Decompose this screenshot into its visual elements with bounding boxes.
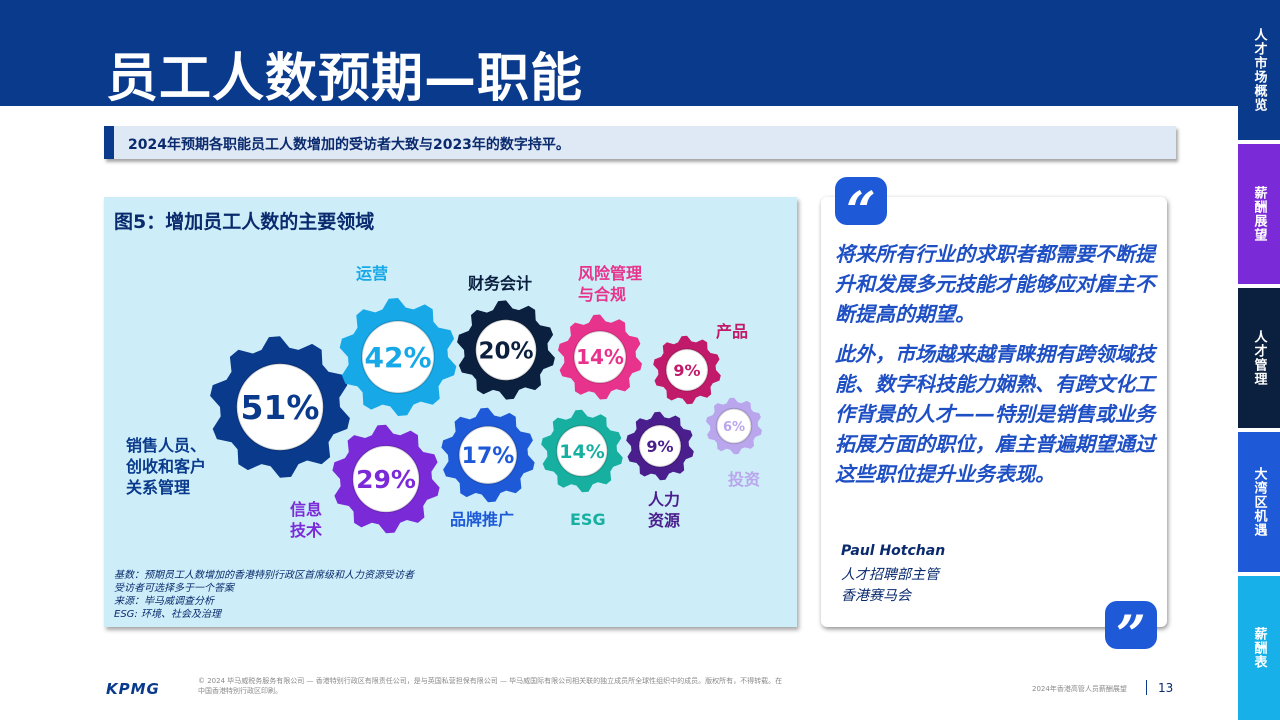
gear-2: 42% [339,298,457,416]
gear-center [458,425,518,485]
banner-accent [104,126,114,159]
quote-paragraph-2: 此外，市场越来越青睐拥有跨领域技能、数字科技能力娴熟、有跨文化工作背景的人才——… [835,342,1155,486]
tab-talent-market-overview[interactable]: 人才市场概览 [1238,0,1280,142]
figure-panel: 图5：增加员工人数的主要领域 51% 42% 20% 14% 9% 29% 17% 14% 9%… [104,197,797,627]
summary-text: 2024年预期各职能员工人数增加的受访者大致与2023年的数字持平。 [128,137,570,153]
gear-label: 投资 [728,470,761,489]
gear-center [715,407,753,445]
gear-label: 信息 技术 [290,500,323,540]
gear-center [474,318,538,382]
tab-label: 人才市场概览 [1251,28,1267,112]
gear-9: 9% [626,411,694,481]
gear-label: 品牌推广 [450,510,515,529]
close-quote-icon: ” [1105,601,1157,666]
quote-text: 将来所有行业的求职者都需要不断提升和发展多元技能才能够应对雇主不断提高的期望。 … [835,239,1157,499]
gear-center [573,330,627,384]
kpmg-logo: KPMG [106,680,160,698]
gear-label: 财务会计 [468,274,533,293]
gear-center [638,424,682,468]
gear-value: 14% [559,441,604,463]
figure-notes: 基数：预期员工人数增加的香港特别行政区首席级和人力资源受访者 受访者可选择多于一… [114,569,414,621]
gear-3: 20% [457,300,555,400]
tab-compensation-outlook[interactable]: 薪酬展望 [1238,144,1280,286]
gear-label: 销售人员、 创收和客户 关系管理 [126,436,207,497]
gear-center [555,424,609,478]
footer-divider [1146,680,1147,695]
tab-label: 大湾区机遇 [1251,467,1267,537]
gear-value: 14% [576,345,624,369]
gear-center [235,362,325,452]
gear-label: 人力 资源 [648,490,681,530]
tab-salary-tables[interactable]: 薪酬表 [1238,576,1280,720]
gear-label: 运营 [356,264,389,283]
gear-1: 51% [210,336,350,478]
note-base: 基数：预期员工人数增加的香港特别行政区首席级和人力资源受访者 [114,570,414,581]
tab-label: 薪酬展望 [1251,186,1267,242]
tab-greater-bay-area[interactable]: 大湾区机遇 [1238,432,1280,574]
note-esg: ESG: 环境、社会及治理 [114,609,221,620]
gear-value: 17% [462,444,515,469]
author-organization: 香港赛马会 [841,588,911,604]
gear-value: 6% [723,420,745,435]
gear-value: 9% [673,361,700,380]
gear-4: 14% [558,314,642,400]
gear-label: ESG [570,510,606,529]
author-role: 人才招聘部主管 [841,567,939,583]
quote-panel: “ 将来所有行业的求职者都需要不断提升和发展多元技能才能够应对雇主不断提高的期望… [821,177,1167,666]
gear-value: 20% [478,338,533,364]
report-name: 2024年香港高管人员薪酬展望 [1032,685,1127,693]
gear-center [351,444,421,514]
gear-infographic: 51% 42% 20% 14% 9% 29% 17% 14% 9% 6% [210,298,762,534]
gear-6: 29% [332,424,440,534]
side-navigation: 人才市场概览 薪酬展望 人才管理 大湾区机遇 薪酬表 [1238,0,1280,720]
gear-label: 风险管理 与合规 [578,264,643,304]
header-bar [0,0,1238,106]
gear-7: 17% [441,407,535,503]
page-number: 13 [1158,681,1174,695]
gear-value: 42% [364,341,431,374]
gear-value: 29% [356,465,416,494]
note-source: 来源：毕马威调查分析 [114,596,214,607]
gear-8: 14% [541,409,623,493]
open-quote-icon: “ [835,177,887,242]
gear-center [665,348,709,392]
page-title: 员工人数预期—职能 [106,49,584,109]
tab-talent-management[interactable]: 人才管理 [1238,288,1280,430]
gear-10: 6% [706,397,762,455]
note-multiple: 受访者可选择多于一个答案 [114,583,234,594]
gear-5: 9% [653,335,721,405]
gear-value: 51% [241,388,320,427]
copyright-text: © 2024 毕马威税务服务有限公司 — 香港特别行政区有限责任公司，是与英国私… [198,677,783,695]
gear-value: 9% [646,437,673,456]
tab-label: 薪酬表 [1251,627,1267,669]
quote-paragraph-1: 将来所有行业的求职者都需要不断提升和发展多元技能才能够应对雇主不断提高的期望。 [835,242,1155,326]
quote-author-title: 人才招聘部主管 香港赛马会 [841,565,939,607]
gear-label: 产品 [716,322,749,341]
quote-author: Paul Hotchan [841,543,946,559]
figure-title: 图5：增加员工人数的主要领域 [114,211,375,233]
summary-banner: 2024年预期各职能员工人数增加的受访者大致与2023年的数字持平。 [104,126,1176,159]
gear-center [361,320,435,394]
tab-label: 人才管理 [1251,330,1267,386]
